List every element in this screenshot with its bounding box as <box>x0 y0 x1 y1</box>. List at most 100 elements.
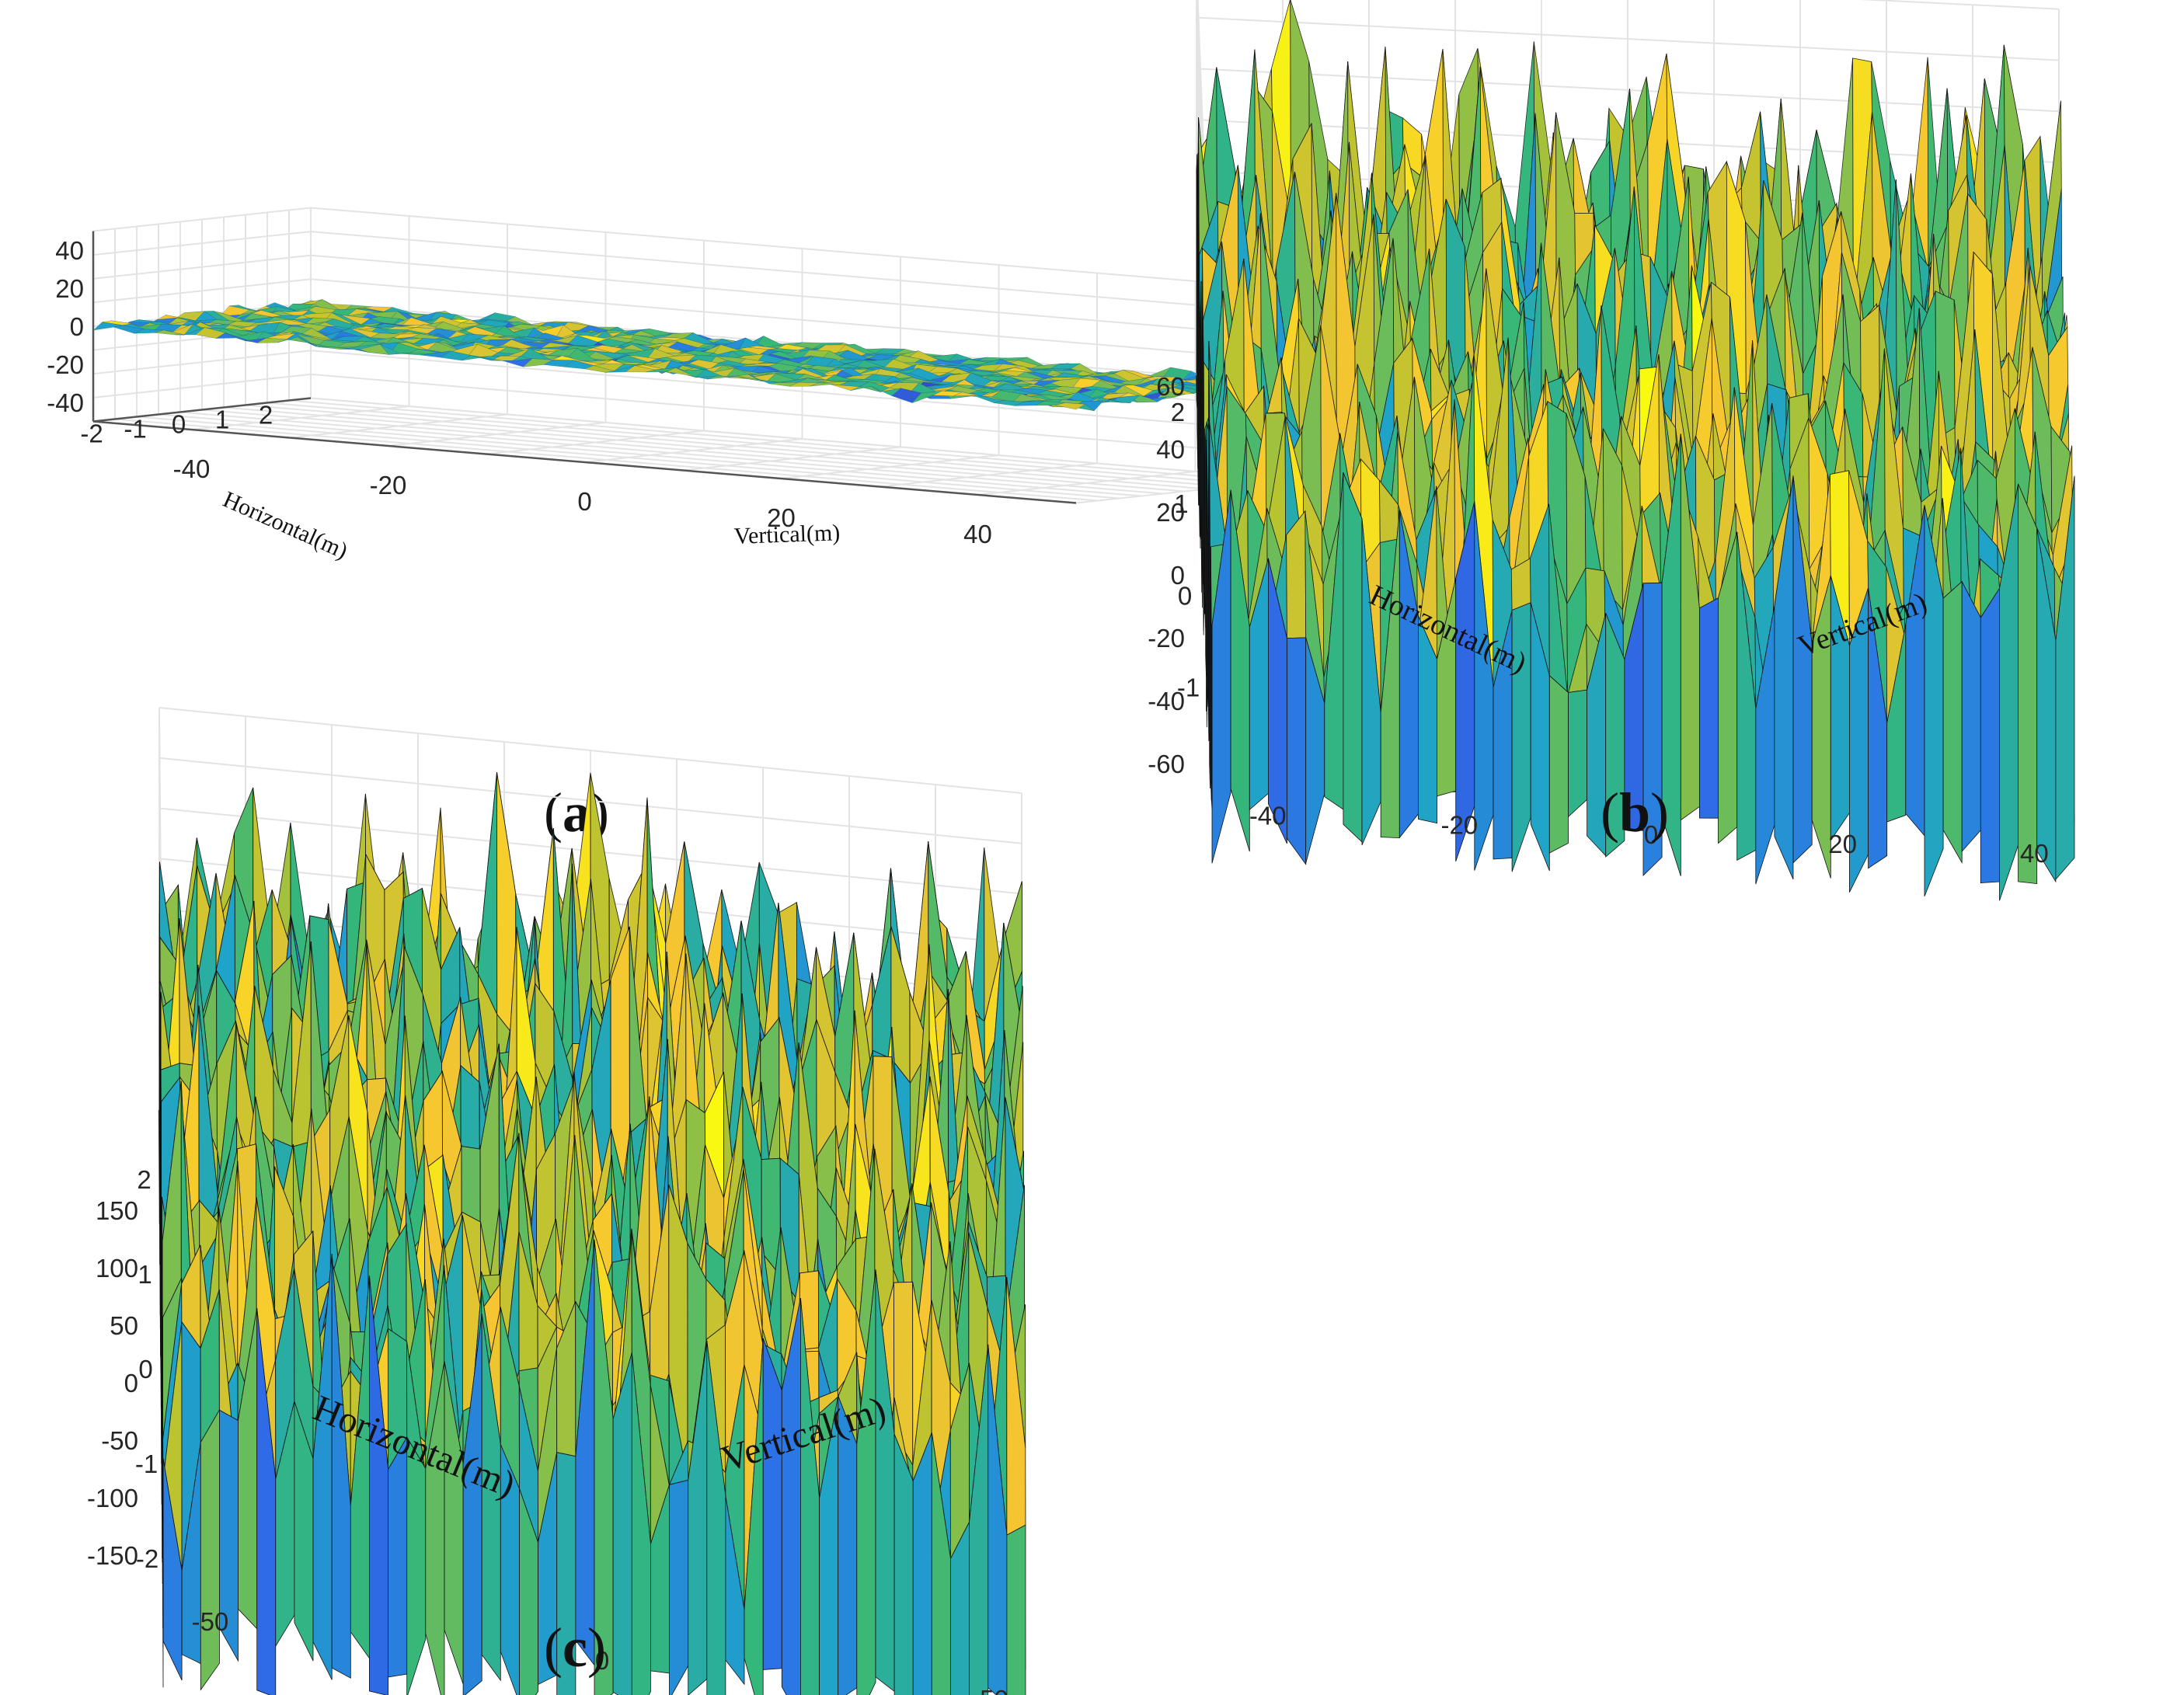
surface-side-front <box>1792 475 1813 864</box>
surface-side-front <box>744 1338 764 1695</box>
grid-line <box>1196 68 2060 113</box>
surface-side-front <box>500 1444 520 1695</box>
surface-side-front <box>819 1395 839 1695</box>
grid-line <box>245 404 1229 488</box>
y-tick-label: -1 <box>124 415 146 444</box>
grid-line <box>223 406 1207 490</box>
surface-side-front <box>331 1253 351 1679</box>
surface-side-front <box>856 1269 876 1695</box>
surface-side-front <box>725 1495 745 1686</box>
grid-line <box>977 471 1196 496</box>
surface-side-front <box>1343 472 1363 843</box>
surface-side-front <box>425 1361 445 1695</box>
surface-side-front <box>1568 689 1587 818</box>
surface-side-front <box>594 1239 614 1695</box>
z-tick-label: -40 <box>47 388 84 417</box>
grid-line <box>310 254 1294 338</box>
x-tick-label: -20 <box>370 471 407 499</box>
surface-side-front <box>462 1314 482 1695</box>
grid-line <box>92 278 312 304</box>
surface-side-front <box>631 1352 651 1695</box>
surface-side-front <box>481 1314 501 1682</box>
surface-side-front <box>912 1432 932 1695</box>
panel-b-surface <box>1196 0 2075 901</box>
z-tick-label: 20 <box>1156 498 1185 527</box>
z-tick-label: 50 <box>110 1311 138 1340</box>
grid-line <box>310 397 1294 481</box>
z-tick-label: 20 <box>55 274 84 303</box>
grid-line <box>92 207 312 232</box>
x-tick-label: -20 <box>1440 811 1478 840</box>
y-tick-label: 0 <box>1178 581 1192 610</box>
z-tick-label: 0 <box>124 1369 138 1397</box>
surface-side-front <box>1811 575 1831 879</box>
z-tick-label: 0 <box>1171 561 1185 590</box>
surface-side-front <box>1605 613 1625 858</box>
surface-side-front <box>1418 615 1437 824</box>
surface-side-front <box>762 1338 782 1670</box>
surface-side-front <box>1530 602 1550 872</box>
z-tick-label: -20 <box>47 350 84 379</box>
surface-side-front <box>1886 624 1907 823</box>
surface-side-front <box>1942 580 1963 864</box>
surface-side-front <box>1642 582 1663 876</box>
y-tick-label: -1 <box>1177 673 1200 701</box>
surface-side-front <box>519 1488 538 1695</box>
surface-patch <box>477 772 498 1015</box>
surface-side-front <box>556 1452 576 1695</box>
surface-side-front <box>256 1308 277 1695</box>
surface-side-front <box>368 1276 389 1695</box>
axis-line <box>92 420 1077 504</box>
y-tick-label: 2 <box>259 401 273 430</box>
surface-side-front <box>612 1352 632 1695</box>
surface-side-front <box>2055 475 2075 881</box>
surface-side-front <box>931 1432 951 1695</box>
axis-line <box>92 397 312 423</box>
panel-c-label: (c) <box>544 1617 606 1679</box>
z-tick-label: 150 <box>96 1196 138 1225</box>
grid-line <box>288 399 1273 483</box>
surface-side-front <box>294 1401 314 1662</box>
x-tick-label: 40 <box>2020 839 2049 868</box>
y-tick-label: 2 <box>1171 398 1185 426</box>
surface-side-front <box>1868 587 1888 869</box>
x-tick-label: 0 <box>577 487 591 516</box>
surface-side-front <box>2018 483 2038 885</box>
surface-side-front <box>312 1253 333 1680</box>
y-tick-label: 2 <box>137 1165 151 1194</box>
z-tick-label: -150 <box>87 1541 138 1570</box>
surface-side-front <box>1980 587 2000 884</box>
z-tick-label: -50 <box>101 1426 138 1455</box>
surface-side-front <box>950 1522 970 1695</box>
surface-side-front <box>2036 528 2057 883</box>
grid-line <box>92 254 312 280</box>
x-tick-label: -40 <box>173 454 211 483</box>
surface-side-front <box>969 1344 989 1695</box>
x-tick-label: 0 <box>595 1646 609 1675</box>
surface-side-front <box>1924 505 1944 897</box>
z-tick-label: -40 <box>1148 687 1185 715</box>
surface-side-front <box>1698 597 1719 819</box>
surface-side-front <box>406 1436 427 1695</box>
z-tick-label: 40 <box>55 236 84 265</box>
x-tick-label: 20 <box>1828 830 1857 858</box>
y-tick-label: -2 <box>136 1544 158 1573</box>
grid-line <box>781 454 999 479</box>
panel-b-label: (b) <box>1601 781 1669 844</box>
grid-line <box>310 278 1294 362</box>
y-tick-label: 0 <box>138 1355 152 1383</box>
y-tick-label: -2 <box>80 419 103 448</box>
grid-line <box>92 373 312 399</box>
panel-c-surface <box>158 772 1026 1695</box>
grid-line <box>92 350 312 375</box>
grid-line <box>310 373 1294 457</box>
surface-side-front <box>1230 489 1250 852</box>
grid-line <box>310 207 1294 291</box>
grid-line <box>1196 16 2060 61</box>
